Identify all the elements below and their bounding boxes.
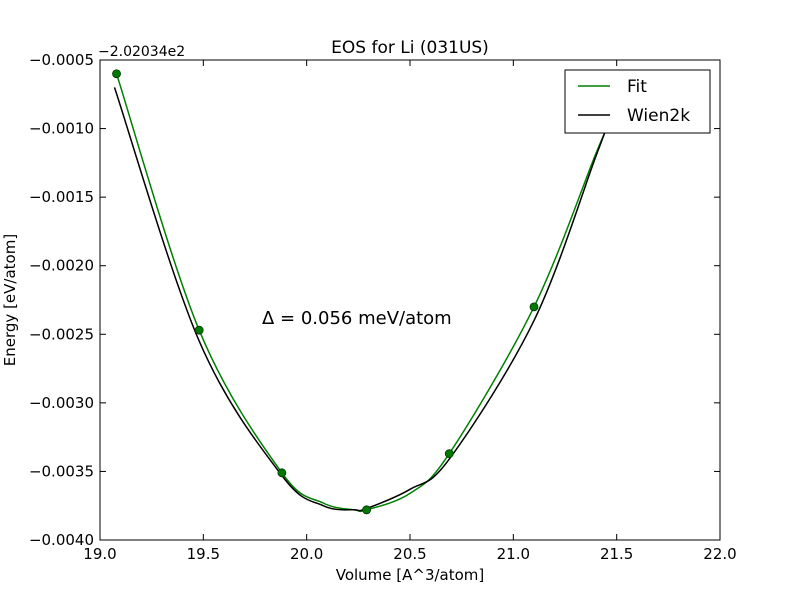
legend: Fit Wien2k — [564, 69, 711, 134]
y-tick-label: −0.0040 — [29, 531, 94, 549]
data-point — [194, 325, 204, 335]
data-point — [362, 505, 372, 515]
y-tick-label: −0.0005 — [29, 51, 94, 69]
y-tick-label: −0.0030 — [29, 394, 94, 412]
data-points — [112, 69, 539, 515]
legend-fit-label: Fit — [627, 77, 647, 97]
legend-box — [564, 69, 711, 134]
y-axis-label: Energy [eV/atom] — [1, 234, 19, 366]
y-tick-label: −0.0010 — [29, 120, 94, 138]
plot-frame — [99, 59, 721, 541]
y-offset-label: −2.02034e2 — [98, 44, 185, 60]
x-tick-label: 19.0 — [83, 545, 116, 563]
y-tick-label: −0.0035 — [29, 462, 94, 480]
y-tick-label: −0.0025 — [29, 325, 94, 343]
x-tick-label: 19.5 — [187, 545, 220, 563]
data-point — [277, 468, 287, 478]
delta-annotation: Δ = 0.056 meV/atom — [262, 308, 452, 329]
x-tick-label: 22.0 — [703, 545, 736, 563]
chart-title: EOS for Li (031US) — [331, 38, 489, 58]
x-tick-label: 20.5 — [393, 545, 426, 563]
y-tick-label: −0.0015 — [29, 188, 94, 206]
legend-wien2k-label: Wien2k — [627, 106, 690, 126]
x-axis-label: Volume [A^3/atom] — [336, 566, 485, 584]
y-tick-label: −0.0020 — [29, 257, 94, 275]
x-tick-label: 20.0 — [290, 545, 323, 563]
data-point — [529, 302, 539, 312]
x-tick-label: 21.5 — [600, 545, 633, 563]
axis-ticks: 19.0 19.5 20.0 20.5 21.0 21.5 22.0 −0.0005 −0.00… — [29, 51, 737, 563]
data-point — [112, 69, 121, 79]
data-point — [444, 449, 454, 459]
x-tick-label: 21.0 — [497, 545, 530, 563]
